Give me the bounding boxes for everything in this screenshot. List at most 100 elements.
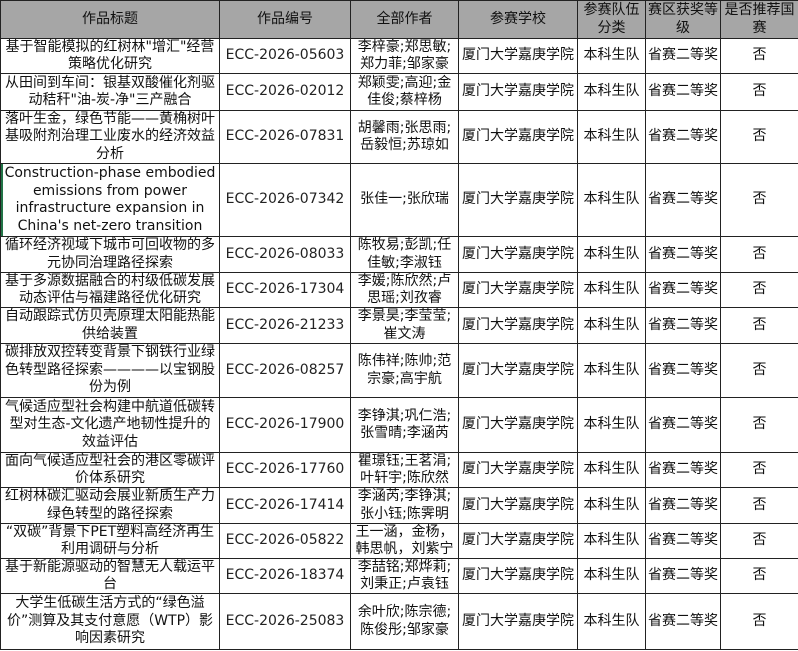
cell-authors[interactable]: 陈伟祥;陈帅;范宗豪;高宇航 bbox=[350, 343, 459, 398]
cell-code[interactable]: ECC-2026-05603 bbox=[219, 38, 351, 74]
cell-recommend[interactable]: 否 bbox=[720, 593, 798, 650]
cell-recommend[interactable]: 否 bbox=[720, 110, 798, 164]
cell-team[interactable]: 本科生队 bbox=[577, 110, 646, 164]
cell-code[interactable]: ECC-2026-25083 bbox=[219, 593, 351, 650]
cell-team[interactable]: 本科生队 bbox=[577, 272, 646, 308]
cell-school[interactable]: 厦门大学嘉庚学院 bbox=[458, 236, 578, 273]
cell-team[interactable]: 本科生队 bbox=[577, 487, 646, 524]
cell-award[interactable]: 省赛二等奖 bbox=[645, 38, 721, 74]
cell-school[interactable]: 厦门大学嘉庚学院 bbox=[458, 307, 578, 344]
cell-code[interactable]: ECC-2026-07342 bbox=[219, 163, 351, 237]
cell-team[interactable]: 本科生队 bbox=[577, 452, 646, 488]
cell-authors[interactable]: 王一涵，金杨，韩思帆，刘紫宁 bbox=[350, 523, 459, 559]
cell-school[interactable]: 厦门大学嘉庚学院 bbox=[458, 558, 578, 594]
cell-team[interactable]: 本科生队 bbox=[577, 73, 646, 111]
header-school[interactable]: 参赛学校 bbox=[458, 0, 578, 39]
cell-team[interactable]: 本科生队 bbox=[577, 558, 646, 594]
cell-code[interactable]: ECC-2026-02012 bbox=[219, 73, 351, 111]
cell-title[interactable]: 面向气候适应型社会的港区零碳评价体系研究 bbox=[0, 452, 220, 488]
cell-recommend[interactable]: 否 bbox=[720, 307, 798, 344]
cell-school[interactable]: 厦门大学嘉庚学院 bbox=[458, 343, 578, 398]
cell-authors[interactable]: 张佳一;张欣瑞 bbox=[350, 163, 459, 237]
cell-award[interactable]: 省赛二等奖 bbox=[645, 487, 721, 524]
cell-recommend[interactable]: 否 bbox=[720, 343, 798, 398]
cell-title[interactable]: Construction-phase embodied emissions fr… bbox=[0, 163, 220, 237]
cell-recommend[interactable]: 否 bbox=[720, 558, 798, 594]
cell-code[interactable]: ECC-2026-07831 bbox=[219, 110, 351, 164]
cell-award[interactable]: 省赛二等奖 bbox=[645, 73, 721, 111]
cell-team[interactable]: 本科生队 bbox=[577, 236, 646, 273]
cell-code[interactable]: ECC-2026-17900 bbox=[219, 397, 351, 453]
cell-code[interactable]: ECC-2026-17760 bbox=[219, 452, 351, 488]
cell-title[interactable]: 从田间到车间：银基双酸催化剂驱动秸秆"油-炭-净"三产融合 bbox=[0, 73, 220, 111]
cell-recommend[interactable]: 否 bbox=[720, 236, 798, 273]
cell-school[interactable]: 厦门大学嘉庚学院 bbox=[458, 593, 578, 650]
cell-authors[interactable]: 李景昊;李莹莹;崔文涛 bbox=[350, 307, 459, 344]
cell-recommend[interactable]: 否 bbox=[720, 73, 798, 111]
cell-code[interactable]: ECC-2026-17304 bbox=[219, 272, 351, 308]
header-authors[interactable]: 全部作者 bbox=[350, 0, 459, 39]
cell-authors[interactable]: 李涵芮;李铮淇;张小钰;陈霁明 bbox=[350, 487, 459, 524]
header-title[interactable]: 作品标题 bbox=[0, 0, 220, 39]
cell-team[interactable]: 本科生队 bbox=[577, 523, 646, 559]
cell-team[interactable]: 本科生队 bbox=[577, 397, 646, 453]
cell-team[interactable]: 本科生队 bbox=[577, 343, 646, 398]
cell-recommend[interactable]: 否 bbox=[720, 523, 798, 559]
cell-title[interactable]: 基于智能模拟的红树林"增汇"经营策略优化研究 bbox=[0, 38, 220, 74]
cell-title[interactable]: 红树林碳汇驱动会展业新质生产力绿色转型的路径探索 bbox=[0, 487, 220, 524]
cell-award[interactable]: 省赛二等奖 bbox=[645, 397, 721, 453]
cell-award[interactable]: 省赛二等奖 bbox=[645, 523, 721, 559]
cell-authors[interactable]: 陈牧易;彭凯;任佳敏;李淑钰 bbox=[350, 236, 459, 273]
header-team-category[interactable]: 参赛队伍分类 bbox=[577, 0, 646, 39]
cell-school[interactable]: 厦门大学嘉庚学院 bbox=[458, 163, 578, 237]
cell-title[interactable]: 基于新能源驱动的智慧无人载运平台 bbox=[0, 558, 220, 594]
cell-award[interactable]: 省赛二等奖 bbox=[645, 307, 721, 344]
cell-award[interactable]: 省赛二等奖 bbox=[645, 163, 721, 237]
cell-authors[interactable]: 瞿璟钰;王茗涓;叶轩宇;陈欣然 bbox=[350, 452, 459, 488]
cell-award[interactable]: 省赛二等奖 bbox=[645, 593, 721, 650]
cell-authors[interactable]: 郑颖雯;高迎;金佳俊;蔡梓杨 bbox=[350, 73, 459, 111]
header-award-level[interactable]: 赛区获奖等级 bbox=[645, 0, 721, 39]
cell-school[interactable]: 厦门大学嘉庚学院 bbox=[458, 523, 578, 559]
cell-school[interactable]: 厦门大学嘉庚学院 bbox=[458, 452, 578, 488]
cell-recommend[interactable]: 否 bbox=[720, 163, 798, 237]
cell-award[interactable]: 省赛二等奖 bbox=[645, 272, 721, 308]
cell-title[interactable]: 大学生低碳生活方式的“绿色溢价”测算及其支付意愿（WTP）影响因素研究 bbox=[0, 593, 220, 650]
cell-award[interactable]: 省赛二等奖 bbox=[645, 110, 721, 164]
cell-authors[interactable]: 余叶欣;陈宗德;陈俊彤;邹家豪 bbox=[350, 593, 459, 650]
cell-recommend[interactable]: 否 bbox=[720, 272, 798, 308]
cell-award[interactable]: 省赛二等奖 bbox=[645, 558, 721, 594]
cell-code[interactable]: ECC-2026-05822 bbox=[219, 523, 351, 559]
cell-authors[interactable]: 李媛;陈欣然;卢思瑶;刘孜睿 bbox=[350, 272, 459, 308]
cell-code[interactable]: ECC-2026-18374 bbox=[219, 558, 351, 594]
cell-code[interactable]: ECC-2026-17414 bbox=[219, 487, 351, 524]
cell-recommend[interactable]: 否 bbox=[720, 397, 798, 453]
cell-recommend[interactable]: 否 bbox=[720, 487, 798, 524]
cell-title[interactable]: 气候适应型社会构建中航道低碳转型对生态-文化遗产地韧性提升的效益评估 bbox=[0, 397, 220, 453]
cell-title[interactable]: 自动跟踪式仿贝壳原理太阳能热能供给装置 bbox=[0, 307, 220, 344]
cell-school[interactable]: 厦门大学嘉庚学院 bbox=[458, 272, 578, 308]
cell-title[interactable]: 循环经济视域下城市可回收物的多元协同治理路径探索 bbox=[0, 236, 220, 273]
cell-authors[interactable]: 胡馨雨;张思雨;岳毅恒;苏琼如 bbox=[350, 110, 459, 164]
cell-team[interactable]: 本科生队 bbox=[577, 593, 646, 650]
cell-recommend[interactable]: 否 bbox=[720, 38, 798, 74]
header-recommend[interactable]: 是否推荐国赛 bbox=[720, 0, 798, 39]
cell-code[interactable]: ECC-2026-08033 bbox=[219, 236, 351, 273]
cell-school[interactable]: 厦门大学嘉庚学院 bbox=[458, 110, 578, 164]
cell-school[interactable]: 厦门大学嘉庚学院 bbox=[458, 487, 578, 524]
cell-code[interactable]: ECC-2026-21233 bbox=[219, 307, 351, 344]
cell-team[interactable]: 本科生队 bbox=[577, 38, 646, 74]
header-code[interactable]: 作品编号 bbox=[219, 0, 351, 39]
cell-school[interactable]: 厦门大学嘉庚学院 bbox=[458, 38, 578, 74]
cell-title[interactable]: 落叶生金，绿色节能——黄桷树叶基吸附剂治理工业废水的经济效益分析 bbox=[0, 110, 220, 164]
cell-team[interactable]: 本科生队 bbox=[577, 163, 646, 237]
cell-award[interactable]: 省赛二等奖 bbox=[645, 236, 721, 273]
cell-authors[interactable]: 李铮淇;巩仁浩;张雪晴;李涵芮 bbox=[350, 397, 459, 453]
cell-authors[interactable]: 李梓豪;郑思敏;郑力菲;邹家豪 bbox=[350, 38, 459, 74]
cell-team[interactable]: 本科生队 bbox=[577, 307, 646, 344]
cell-title[interactable]: 碳排放双控转变背景下钢铁行业绿色转型路径探索————以宝钢股份为例 bbox=[0, 343, 220, 398]
cell-recommend[interactable]: 否 bbox=[720, 452, 798, 488]
cell-award[interactable]: 省赛二等奖 bbox=[645, 343, 721, 398]
cell-title[interactable]: “双碳”背景下PET塑料高经济再生利用调研与分析 bbox=[0, 523, 220, 559]
cell-authors[interactable]: 李喆铭;郑烨莉;刘秉正;卢袁钰 bbox=[350, 558, 459, 594]
